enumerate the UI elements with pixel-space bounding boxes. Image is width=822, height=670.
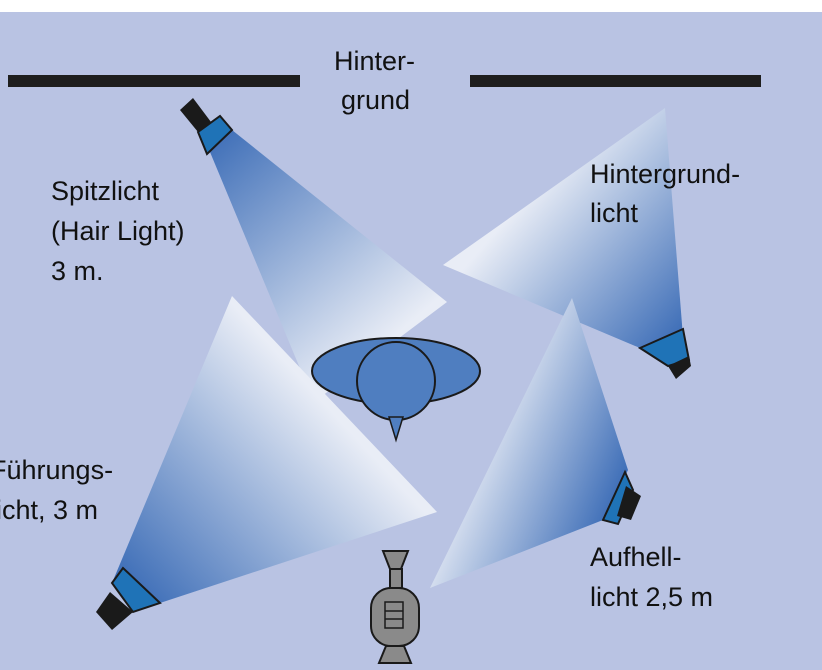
- key-light-beam: [112, 296, 437, 603]
- background-light-label-line1: Hintergrund-: [590, 159, 741, 189]
- key-light-lamp: [96, 566, 162, 630]
- backdrop-bar-left: [8, 75, 300, 87]
- background-light-beam: [443, 108, 683, 348]
- camera: [370, 550, 420, 664]
- subject: [311, 337, 481, 443]
- hair-light-label-line1: Spitzlicht: [51, 176, 160, 206]
- spotlight-icon: [180, 98, 211, 132]
- key-light-label-line2: licht, 3 m: [0, 495, 99, 525]
- fill-light-label-line1: Aufhell-: [590, 542, 682, 572]
- hair-light-lamp: [180, 98, 234, 156]
- hair-light-beam: [205, 130, 447, 402]
- fill-light-label-line2: licht 2,5 m: [590, 582, 714, 612]
- backdrop-label-line1: Hinter-: [334, 46, 416, 76]
- backdrop-label-line2: grund: [341, 85, 411, 115]
- background-light-label-line2: licht: [590, 198, 639, 228]
- hair-light-label-line3: 3 m.: [51, 256, 104, 286]
- backdrop-bar-right: [470, 75, 761, 87]
- fill-light-beam: [430, 298, 628, 588]
- spotlight-icon: [110, 566, 162, 614]
- fill-light-lamp: [601, 469, 641, 526]
- background-light-lamp: [637, 327, 691, 379]
- key-light-label-line1: Führungs-: [0, 455, 114, 485]
- hair-light-label-line2: (Hair Light): [51, 216, 185, 246]
- spotlight-icon: [601, 469, 635, 526]
